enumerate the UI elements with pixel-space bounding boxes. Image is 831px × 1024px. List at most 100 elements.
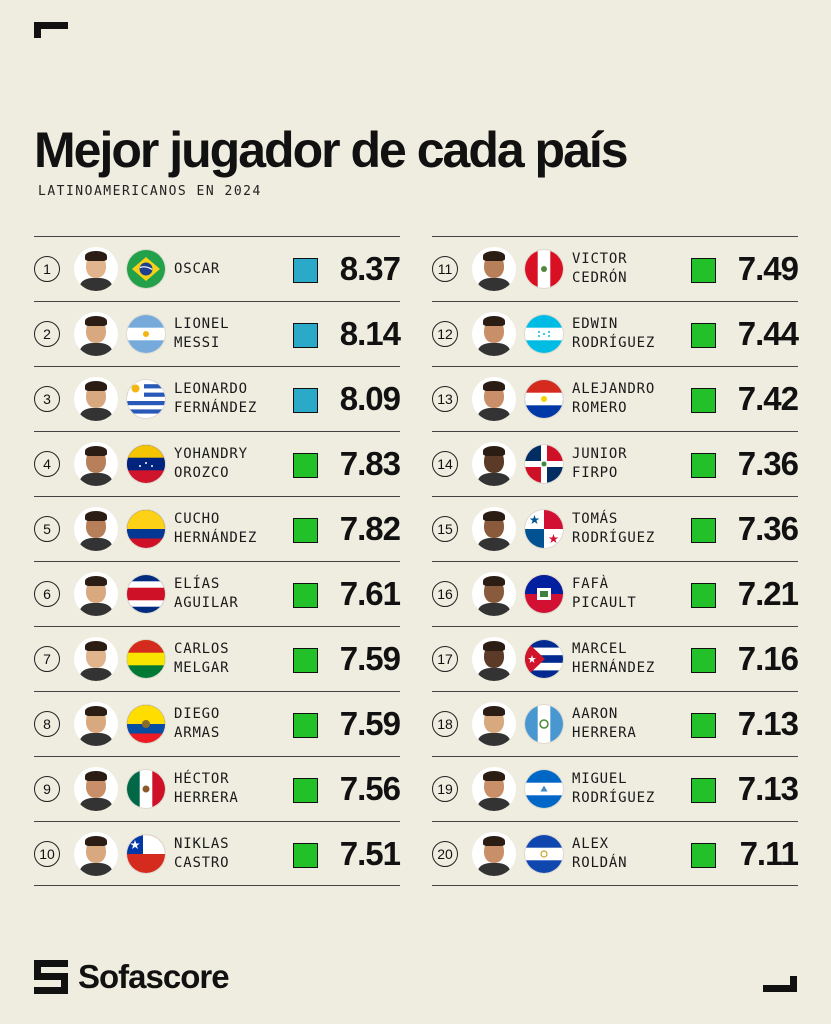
rank-badge: 4: [34, 451, 60, 477]
haiti-flag-icon: [525, 575, 563, 613]
rating-color-swatch: [293, 388, 318, 413]
player-name: CUCHO HERNÁNDEZ: [174, 511, 258, 546]
player-row: 7 CARLOS MELGAR 7.59: [34, 626, 401, 691]
colombia-flag-icon: [127, 510, 165, 548]
player-avatar: [74, 442, 118, 486]
player-rating: 7.21: [737, 575, 799, 612]
ranking-column-left: 1 OSCAR 8.37 2 LIONEL MESSI 8.14 3 LEONARDO FER…: [34, 236, 401, 886]
player-avatar: [74, 832, 118, 876]
player-rating: 8.14: [339, 315, 401, 352]
player-avatar: [472, 832, 516, 876]
player-row: 15 TOMÁS RODRÍGUEZ 7.36: [432, 496, 799, 561]
player-rating: 7.82: [339, 510, 401, 547]
rating-color-swatch: [293, 518, 318, 543]
venezuela-flag-icon: [127, 445, 165, 483]
player-row: 12 EDWIN RODRÍGUEZ 7.44: [432, 301, 799, 366]
rating-color-swatch: [293, 323, 318, 348]
sofascore-logo-icon: [34, 960, 68, 994]
rank-badge: 9: [34, 776, 60, 802]
player-row: 18 AARON HERRERA 7.13: [432, 691, 799, 756]
player-rating: 7.42: [737, 380, 799, 417]
rating-color-swatch: [691, 518, 716, 543]
rank-badge: 10: [34, 841, 60, 867]
player-rating: 7.51: [339, 835, 401, 872]
rating-color-swatch: [293, 648, 318, 673]
rating-color-swatch: [293, 778, 318, 803]
player-row: 6 ELÍAS AGUILAR 7.61: [34, 561, 401, 626]
rank-badge: 5: [34, 516, 60, 542]
player-name: JUNIOR FIRPO: [572, 446, 628, 481]
paraguay-flag-icon: [525, 380, 563, 418]
rating-color-swatch: [293, 583, 318, 608]
page-subtitle: LATINOAMERICANOS EN 2024: [38, 184, 262, 199]
player-avatar: [472, 247, 516, 291]
guatemala-flag-icon: [525, 705, 563, 743]
costa-rica-flag-icon: [127, 575, 165, 613]
player-avatar: [74, 572, 118, 616]
player-name: AARON HERRERA: [572, 706, 637, 741]
rating-color-swatch: [293, 843, 318, 868]
rank-badge: 11: [432, 256, 458, 282]
player-row: 17 MARCEL HERNÁNDEZ 7.16: [432, 626, 799, 691]
player-avatar: [74, 637, 118, 681]
player-avatar: [74, 312, 118, 356]
rating-color-swatch: [691, 648, 716, 673]
rating-color-swatch: [691, 583, 716, 608]
player-rating: 7.59: [339, 705, 401, 742]
player-name: ELÍAS AGUILAR: [174, 576, 239, 611]
dominican-republic-flag-icon: [525, 445, 563, 483]
player-rating: 7.83: [339, 445, 401, 482]
player-avatar: [472, 442, 516, 486]
rank-badge: 1: [34, 256, 60, 282]
player-avatar: [472, 312, 516, 356]
player-name: NIKLAS CASTRO: [174, 836, 230, 871]
player-row: 1 OSCAR 8.37: [34, 236, 401, 301]
rating-color-swatch: [293, 453, 318, 478]
player-rating: 7.13: [737, 705, 799, 742]
player-name: DIEGO ARMAS: [174, 706, 221, 741]
mexico-flag-icon: [127, 770, 165, 808]
player-rating: 7.16: [737, 640, 799, 677]
rating-color-swatch: [691, 843, 716, 868]
panama-flag-icon: [525, 510, 563, 548]
bolivia-flag-icon: [127, 640, 165, 678]
rating-color-swatch: [691, 323, 716, 348]
player-name: MIGUEL RODRÍGUEZ: [572, 771, 656, 806]
player-avatar: [74, 507, 118, 551]
player-avatar: [472, 507, 516, 551]
rank-badge: 20: [432, 841, 458, 867]
rank-badge: 3: [34, 386, 60, 412]
rank-badge: 17: [432, 646, 458, 672]
player-avatar: [472, 377, 516, 421]
player-rating: 8.09: [339, 380, 401, 417]
player-name: FAFÀ PICAULT: [572, 576, 637, 611]
honduras-flag-icon: [525, 315, 563, 353]
player-avatar: [472, 767, 516, 811]
player-avatar: [472, 702, 516, 746]
player-rating: 7.36: [737, 445, 799, 482]
page-title: Mejor jugador de cada país: [34, 122, 629, 178]
player-name: EDWIN RODRÍGUEZ: [572, 316, 656, 351]
player-rating: 7.56: [339, 770, 401, 807]
chile-flag-icon: [127, 835, 165, 873]
el-salvador-flag-icon: [525, 835, 563, 873]
rank-badge: 8: [34, 711, 60, 737]
brand-logo: Sofascore: [34, 958, 230, 996]
rank-badge: 6: [34, 581, 60, 607]
player-name: TOMÁS RODRÍGUEZ: [572, 511, 656, 546]
player-row: 8 DIEGO ARMAS 7.59: [34, 691, 401, 756]
rating-color-swatch: [691, 388, 716, 413]
player-row: 5 CUCHO HERNÁNDEZ 7.82: [34, 496, 401, 561]
rank-badge: 18: [432, 711, 458, 737]
player-row: 2 LIONEL MESSI 8.14: [34, 301, 401, 366]
uruguay-flag-icon: [127, 380, 165, 418]
cuba-flag-icon: [525, 640, 563, 678]
brand-name: Sofascore: [78, 958, 230, 995]
player-row: 16 FAFÀ PICAULT 7.21: [432, 561, 799, 626]
player-name: YOHANDRY OROZCO: [174, 446, 248, 481]
player-row: 11 VICTOR CEDRÓN 7.49: [432, 236, 799, 301]
player-name: LEONARDO FERNÁNDEZ: [174, 381, 258, 416]
player-rating: 7.36: [737, 510, 799, 547]
player-row: 14 JUNIOR FIRPO 7.36: [432, 431, 799, 496]
corner-bracket-bottom-right: [763, 976, 797, 992]
